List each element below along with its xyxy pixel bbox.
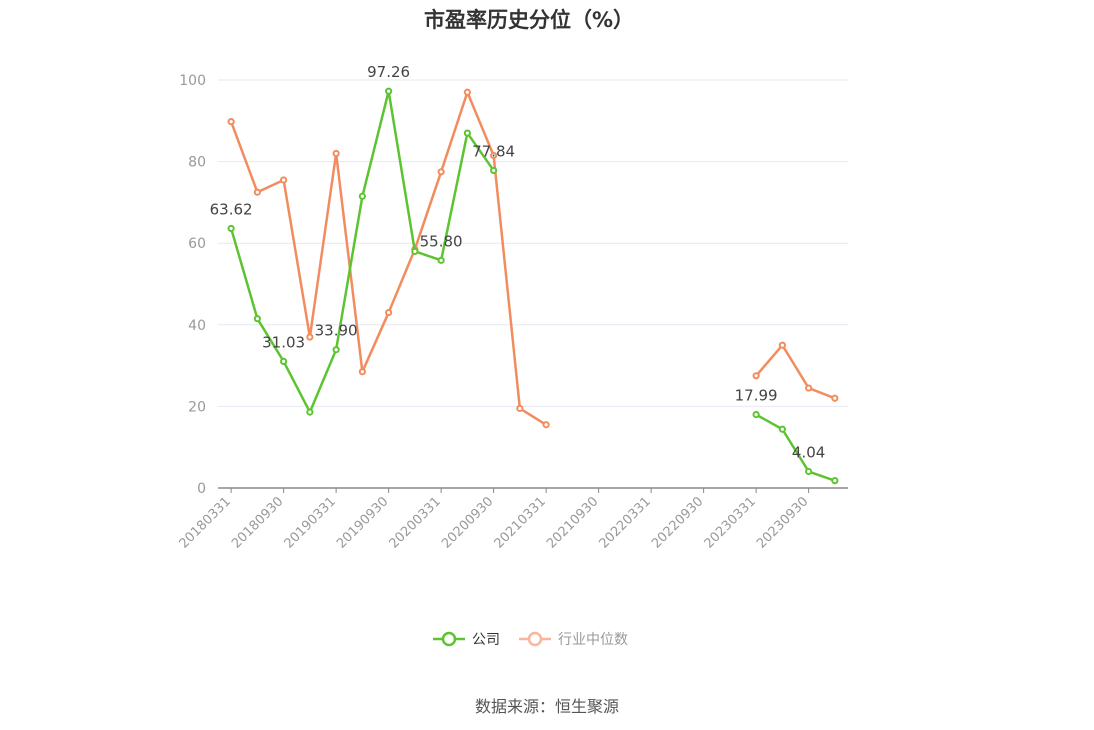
legend-label: 公司 bbox=[472, 632, 500, 648]
source-note: 数据来源：恒生聚源 bbox=[474, 697, 619, 716]
data-point bbox=[385, 87, 393, 95]
data-label: 55.80 bbox=[420, 232, 463, 250]
data-label: 17.99 bbox=[735, 387, 778, 405]
data-point bbox=[358, 192, 366, 200]
data-label: 4.04 bbox=[792, 444, 825, 462]
data-point bbox=[463, 88, 471, 96]
data-point bbox=[463, 129, 471, 137]
x-tick-label: 20210930 bbox=[544, 494, 601, 551]
data-point bbox=[831, 394, 839, 402]
data-point bbox=[227, 118, 235, 126]
x-tick-label: 20180930 bbox=[229, 494, 286, 551]
data-point bbox=[306, 333, 314, 341]
x-tick-label: 20220930 bbox=[649, 494, 706, 551]
data-point bbox=[280, 357, 288, 365]
data-point bbox=[437, 256, 445, 264]
data-point bbox=[306, 408, 314, 416]
data-point bbox=[227, 224, 235, 233]
series-line bbox=[755, 413, 836, 482]
data-point bbox=[437, 168, 445, 176]
y-tick-label: 0 bbox=[197, 481, 206, 497]
y-tick-label: 100 bbox=[179, 73, 206, 89]
data-point bbox=[490, 166, 498, 175]
data-label: 77.84 bbox=[472, 142, 515, 160]
x-tick-label: 20220331 bbox=[597, 494, 654, 551]
data-point bbox=[831, 477, 839, 485]
y-tick-label: 20 bbox=[188, 399, 206, 415]
x-tick-label: 20200930 bbox=[439, 494, 496, 551]
data-point bbox=[332, 149, 340, 158]
legend-symbol-icon bbox=[519, 631, 551, 647]
data-point bbox=[411, 247, 419, 255]
data-point bbox=[778, 341, 786, 349]
data-point bbox=[752, 372, 760, 380]
y-tick-label: 60 bbox=[188, 236, 206, 252]
data-point bbox=[332, 346, 340, 354]
data-point bbox=[752, 411, 760, 419]
x-tick-label: 20180331 bbox=[177, 494, 234, 551]
data-point bbox=[280, 176, 288, 184]
legend-item-1[interactable]: 行业中位数 bbox=[518, 629, 628, 649]
data-label: 31.03 bbox=[262, 333, 305, 351]
x-tick-label: 20230930 bbox=[754, 494, 811, 551]
chart-title: 市盈率历史分位（%） bbox=[423, 8, 635, 32]
data-point bbox=[253, 188, 261, 196]
data-point bbox=[385, 308, 393, 317]
y-tick-label: 40 bbox=[188, 318, 206, 334]
y-tick-label: 80 bbox=[188, 155, 206, 171]
data-point bbox=[358, 368, 366, 376]
data-point bbox=[805, 467, 813, 476]
legend: 公司 行业中位数 bbox=[432, 629, 628, 649]
x-tick-label: 20190331 bbox=[282, 494, 339, 551]
series-line bbox=[755, 343, 836, 400]
data-point bbox=[542, 421, 550, 429]
x-tick-label: 20210331 bbox=[492, 494, 549, 551]
data-point bbox=[516, 404, 524, 413]
data-label: 33.90 bbox=[315, 322, 358, 340]
data-point bbox=[490, 151, 498, 160]
chart-plot: 0 20 40 60 80 100 2018033120180930201903312019… bbox=[177, 63, 848, 552]
data-point bbox=[778, 425, 786, 433]
data-label: 97.26 bbox=[367, 63, 410, 81]
x-tick-label: 20230331 bbox=[702, 494, 759, 551]
data-point bbox=[805, 384, 813, 392]
x-tick-label: 20190930 bbox=[334, 494, 391, 551]
data-point bbox=[253, 315, 261, 323]
legend-label: 行业中位数 bbox=[558, 632, 628, 648]
x-tick-label: 20200331 bbox=[387, 494, 444, 551]
legend-symbol-icon bbox=[433, 631, 465, 647]
data-label: 63.62 bbox=[210, 200, 253, 218]
legend-item-0[interactable]: 公司 bbox=[432, 629, 500, 649]
